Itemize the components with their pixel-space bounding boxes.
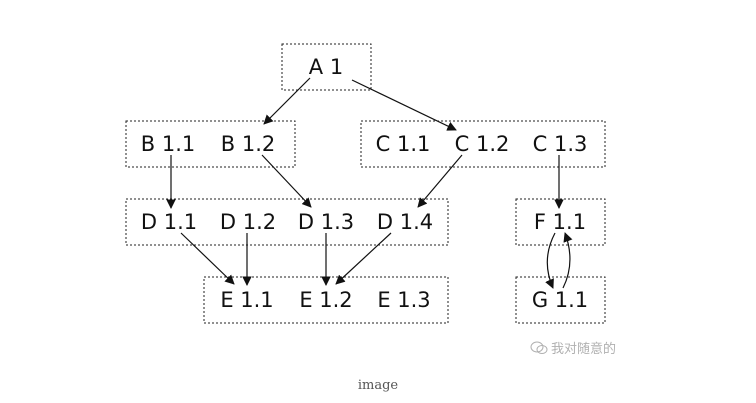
node-a-1: A 1 [309, 55, 343, 79]
chat-bubble-icon [530, 341, 548, 354]
edge-g11-f11 [562, 232, 573, 289]
edge-d11-e11 [180, 232, 235, 285]
node-c-1-2: C 1.2 [455, 132, 510, 156]
edge-a1-b12 [263, 77, 311, 125]
group-box-b [125, 120, 296, 168]
group-box-d [125, 198, 449, 246]
edge-f11-g11 [545, 232, 556, 289]
edge-a1-c12 [351, 79, 457, 131]
node-c-1-1: C 1.1 [376, 132, 431, 156]
node-e-1-1: E 1.1 [220, 288, 273, 312]
group-box-g [515, 276, 606, 324]
node-c-1-3: C 1.3 [533, 132, 588, 156]
node-d-1-3: D 1.3 [298, 210, 354, 234]
edge-b12-d13 [261, 154, 312, 208]
group-box-f [515, 198, 606, 246]
node-e-1-2: E 1.2 [299, 288, 352, 312]
image-caption: image [357, 378, 399, 393]
node-f-1-1: F 1.1 [534, 210, 586, 234]
node-d-1-2: D 1.2 [220, 210, 276, 234]
node-d-1-4: D 1.4 [377, 210, 433, 234]
edge-c12-d14 [417, 154, 463, 208]
watermark-text: 我对随意的 [551, 342, 617, 357]
node-d-1-1: D 1.1 [141, 210, 197, 234]
edge-d14-e12 [335, 232, 392, 285]
node-b-1-1: B 1.1 [141, 132, 195, 156]
node-g-1-1: G 1.1 [532, 288, 588, 312]
group-box-a [281, 43, 372, 91]
watermark: 我对随意的 [530, 338, 616, 357]
group-box-c [360, 120, 606, 168]
node-b-1-2: B 1.2 [221, 132, 275, 156]
node-e-1-3: E 1.3 [377, 288, 430, 312]
